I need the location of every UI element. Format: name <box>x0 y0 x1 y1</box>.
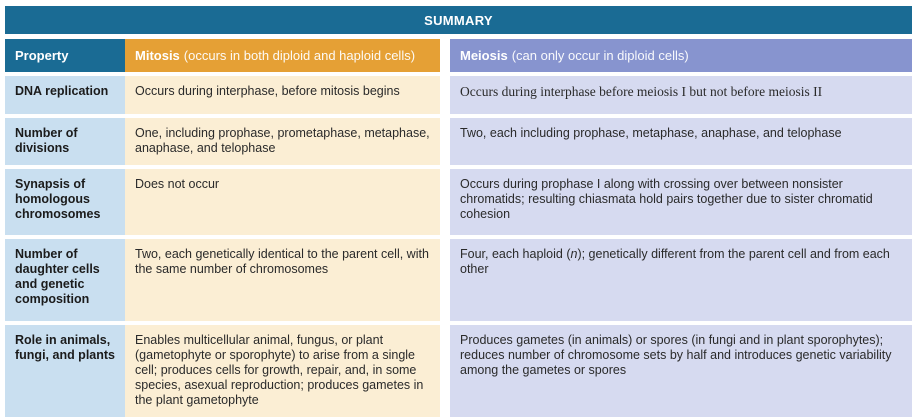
row-daughter-cells-property: Number of daughter cells and genetic com… <box>5 239 125 321</box>
row-synapsis-property: Synapsis of homologous chromosomes <box>5 169 125 235</box>
header-mitosis-name: Mitosis <box>135 48 180 63</box>
row-divisions-property: Number of divisions <box>5 118 125 165</box>
row-synapsis-mitosis: Does not occur <box>125 169 440 235</box>
row-role-property: Role in animals, fungi, and plants <box>5 325 125 417</box>
row-dna-replication-meiosis-text: Occurs during interphase before meiosis … <box>460 84 823 99</box>
summary-table: SUMMARY Property Mitosis (occurs in both… <box>5 6 912 417</box>
column-gap <box>440 39 450 72</box>
header-meiosis: Meiosis (can only occur in diploid cells… <box>450 39 912 72</box>
table-title: SUMMARY <box>5 6 912 34</box>
column-gap <box>440 325 450 417</box>
row-daughter-cells-meiosis: Four, each haploid (n); genetically diff… <box>450 239 912 321</box>
column-gap <box>440 169 450 235</box>
header-property: Property <box>5 39 125 72</box>
header-meiosis-note: (can only occur in diploid cells) <box>511 48 689 63</box>
row-divisions-meiosis: Two, each including prophase, metaphase,… <box>450 118 912 165</box>
row-divisions-mitosis: One, including prophase, prometaphase, m… <box>125 118 440 165</box>
row-dna-replication-meiosis: Occurs during interphase before meiosis … <box>450 76 912 114</box>
column-gap <box>440 239 450 321</box>
header-mitosis-note: (occurs in both diploid and haploid cell… <box>183 48 416 63</box>
row-dna-replication-mitosis: Occurs during interphase, before mitosis… <box>125 76 440 114</box>
column-gap <box>440 76 450 114</box>
row-daughter-cells-mitosis: Two, each genetically identical to the p… <box>125 239 440 321</box>
row-role-meiosis: Produces gametes (in animals) or spores … <box>450 325 912 417</box>
table-grid: Property Mitosis (occurs in both diploid… <box>5 39 912 417</box>
row-role-mitosis: Enables multicellular animal, fungus, or… <box>125 325 440 417</box>
header-mitosis: Mitosis (occurs in both diploid and hapl… <box>125 39 440 72</box>
column-gap <box>440 118 450 165</box>
row-synapsis-meiosis: Occurs during prophase I along with cros… <box>450 169 912 235</box>
row-dna-replication-property: DNA replication <box>5 76 125 114</box>
header-meiosis-name: Meiosis <box>460 48 508 63</box>
